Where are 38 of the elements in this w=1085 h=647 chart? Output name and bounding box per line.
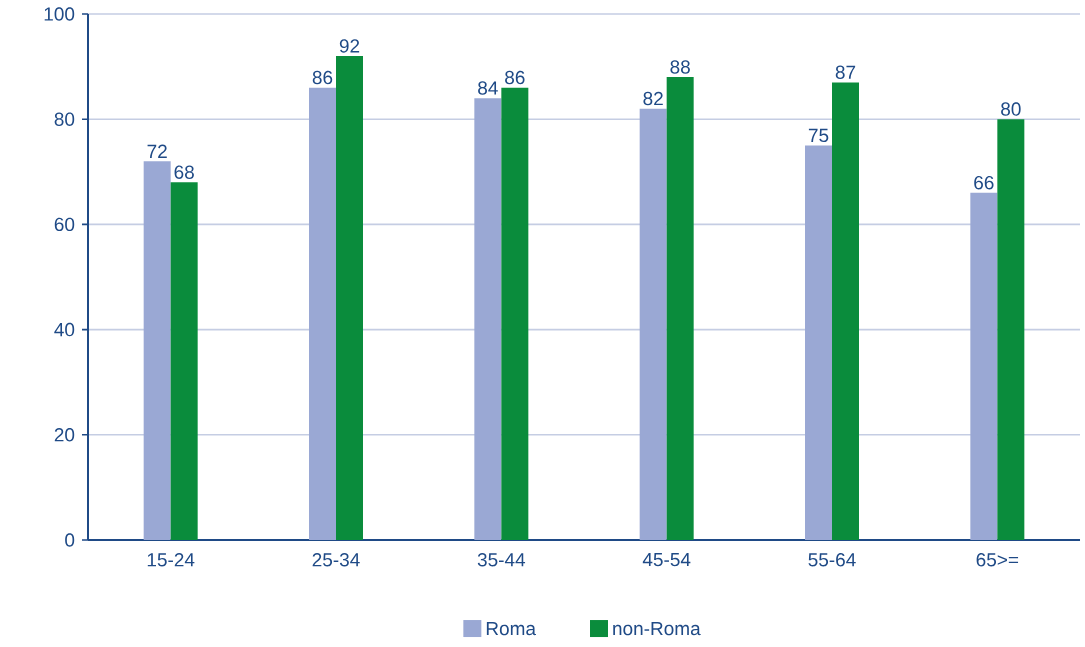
y-tick-label: 0 bbox=[65, 533, 75, 547]
data-label: 72 bbox=[147, 144, 167, 158]
data-label: 80 bbox=[1001, 102, 1021, 116]
legend-label: Roma bbox=[486, 622, 536, 636]
bar bbox=[666, 77, 694, 540]
data-label: 87 bbox=[835, 65, 856, 79]
data-label: 86 bbox=[312, 70, 333, 85]
y-tick-label: 80 bbox=[54, 112, 75, 126]
y-tick-label: 100 bbox=[44, 7, 75, 21]
data-label: 82 bbox=[643, 91, 663, 106]
y-tick-label: 60 bbox=[54, 217, 75, 232]
x-tick-label: 35-44 bbox=[477, 553, 526, 567]
data-label: 75 bbox=[808, 128, 829, 143]
bar bbox=[639, 108, 667, 540]
bar bbox=[997, 119, 1025, 540]
bar bbox=[474, 98, 502, 540]
bar bbox=[970, 192, 998, 540]
y-tick-label: 40 bbox=[54, 322, 75, 337]
data-label: 66 bbox=[974, 175, 994, 190]
x-tick-label: 25-34 bbox=[312, 553, 360, 567]
y-tick-label: 20 bbox=[54, 428, 75, 442]
data-label: 88 bbox=[670, 60, 690, 74]
bar bbox=[832, 82, 859, 540]
bar bbox=[309, 87, 336, 540]
bar bbox=[805, 145, 832, 540]
legend-label: non-Roma bbox=[613, 622, 701, 636]
bar bbox=[501, 87, 529, 540]
data-label: 68 bbox=[174, 165, 194, 179]
data-label: 86 bbox=[505, 70, 525, 85]
x-tick-label: 15-24 bbox=[147, 553, 195, 567]
bar bbox=[170, 182, 198, 540]
x-tick-label: 65>= bbox=[976, 553, 1019, 567]
bar bbox=[143, 161, 171, 540]
x-tick-label: 45-54 bbox=[642, 553, 691, 567]
data-label: 84 bbox=[478, 81, 498, 95]
data-label: 92 bbox=[339, 39, 360, 53]
x-tick-label: 55-64 bbox=[808, 553, 856, 567]
bar bbox=[336, 56, 363, 540]
